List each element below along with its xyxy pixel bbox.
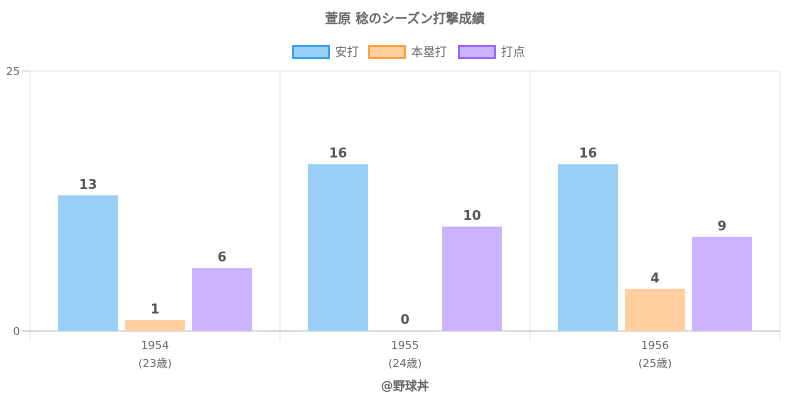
legend-label: 安打 [335,44,359,59]
bar-rbi [692,237,752,331]
x-tick-sublabel: (23歳) [138,357,172,370]
legend-swatch [292,45,330,59]
x-axis: 1954 (23歳) 1955 (24歳) 1956 (25歳) [22,330,780,370]
data-label: 16 [329,147,347,162]
y-tick-label: 0 [13,325,20,338]
data-label: 16 [579,147,597,162]
legend-swatch [368,45,406,59]
bar-hits [558,164,618,331]
x-tick-label: 1956 [641,339,669,352]
x-tick-sublabel: (25歳) [638,357,672,370]
x-tick-label: 1955 [391,339,419,352]
data-label: 13 [79,178,97,193]
chart-title: 萱原 稔のシーズン打撃成績 [325,11,485,27]
bar-rbi [192,268,252,331]
legend: 安打 本塁打 打点 [292,44,525,59]
data-label: 4 [650,271,659,286]
legend-label: 本塁打 [411,45,447,59]
bar-home-runs [625,289,685,331]
x-tick-label: 1954 [141,339,169,352]
data-label: 6 [217,251,226,266]
y-tick-label: 25 [6,65,20,78]
bar-rbi [442,227,502,331]
data-label: 1 [150,303,159,318]
data-label: 9 [717,219,726,234]
data-label: 10 [463,209,481,224]
legend-label: 打点 [501,45,525,59]
grid-lines [29,70,781,341]
footer-credit: @野球丼 [381,378,429,393]
y-axis: 0 25 [6,65,30,338]
legend-swatch [458,45,496,59]
bars [58,164,752,331]
x-tick-sublabel: (24歳) [388,357,422,370]
bar-hits [58,195,118,331]
data-label: 0 [400,313,409,328]
bar-hits [308,164,368,331]
bar-home-runs [125,320,185,331]
